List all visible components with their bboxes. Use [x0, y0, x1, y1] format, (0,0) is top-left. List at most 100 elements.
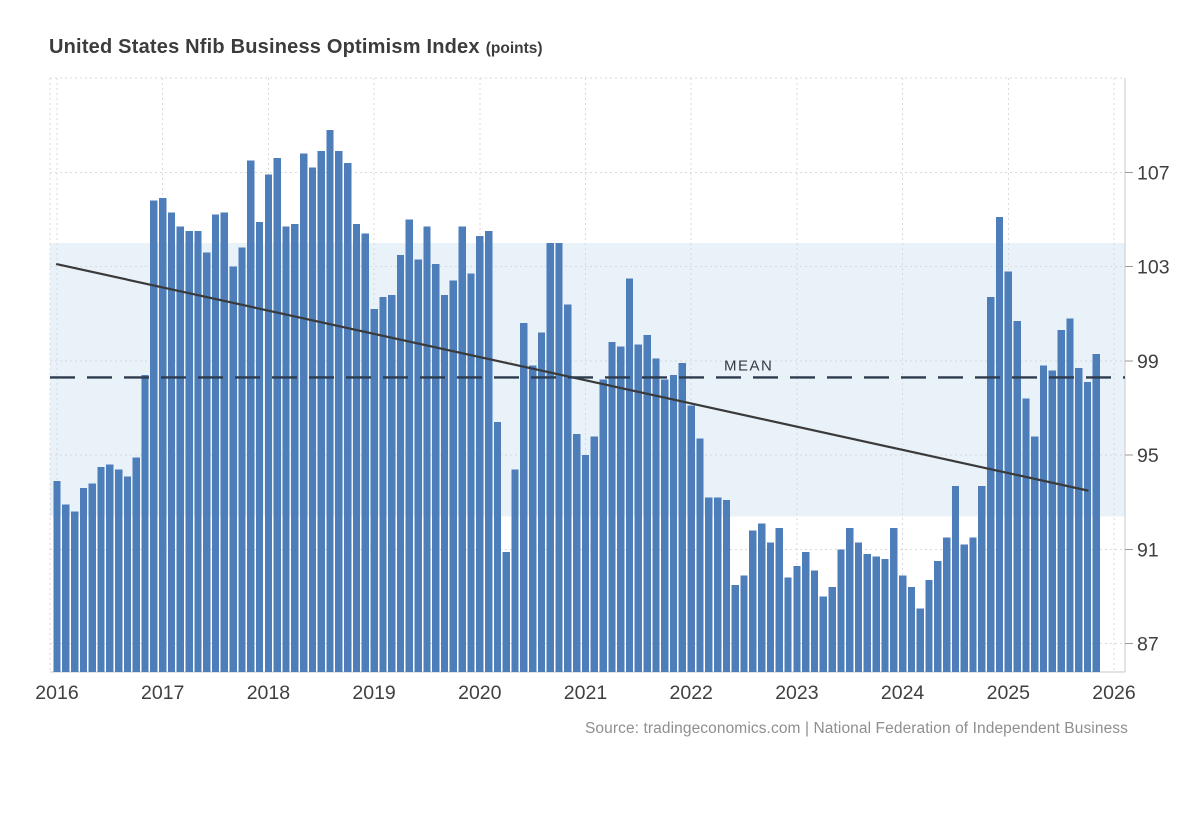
bar-month-19[interactable]	[220, 212, 229, 673]
bar-month-85[interactable]	[802, 551, 810, 672]
bar-month-29[interactable]	[308, 167, 317, 672]
bar-month-31[interactable]	[326, 129, 334, 673]
bar-month-40[interactable]	[405, 219, 413, 672]
bar-month-108[interactable]	[1004, 271, 1012, 672]
bar-month-22[interactable]	[247, 160, 255, 673]
bar-month-27[interactable]	[291, 224, 299, 672]
bar-month-28[interactable]	[299, 153, 308, 672]
bar-month-68[interactable]	[652, 358, 660, 673]
bar-month-55[interactable]	[537, 332, 546, 672]
bar-month-83[interactable]	[784, 577, 792, 672]
bar-month-51[interactable]	[502, 551, 510, 672]
bar-month-70[interactable]	[669, 375, 678, 672]
bar-month-95[interactable]	[890, 528, 898, 672]
bar-month-39[interactable]	[396, 254, 405, 673]
bar-month-44[interactable]	[440, 294, 449, 672]
bar-month-102[interactable]	[951, 485, 960, 672]
bar-month-82[interactable]	[775, 528, 783, 672]
bar-month-46[interactable]	[458, 226, 466, 673]
bar-month-106[interactable]	[987, 297, 995, 672]
bar-month-16[interactable]	[194, 231, 202, 672]
bar-month-114[interactable]	[1057, 330, 1065, 672]
bar-month-89[interactable]	[837, 549, 845, 672]
bar-month-88[interactable]	[828, 587, 836, 672]
bar-month-13[interactable]	[167, 212, 176, 673]
bar-month-49[interactable]	[484, 231, 493, 672]
bar-month-56[interactable]	[546, 243, 554, 672]
bar-month-5[interactable]	[97, 466, 105, 672]
bar-month-78[interactable]	[740, 575, 748, 672]
bar-month-80[interactable]	[758, 523, 766, 673]
bar-month-113[interactable]	[1048, 370, 1056, 672]
bar-month-35[interactable]	[361, 233, 369, 672]
bar-month-20[interactable]	[229, 266, 237, 672]
bar-month-94[interactable]	[881, 558, 889, 672]
bar-month-109[interactable]	[1013, 320, 1021, 672]
bar-month-81[interactable]	[766, 542, 775, 672]
bar-month-111[interactable]	[1031, 436, 1039, 672]
bar-month-57[interactable]	[555, 243, 563, 672]
bar-month-6[interactable]	[106, 464, 114, 672]
bar-month-98[interactable]	[916, 608, 924, 672]
bar-month-64[interactable]	[617, 346, 625, 672]
bar-month-15[interactable]	[185, 231, 193, 672]
bar-month-2[interactable]	[70, 511, 79, 672]
bar-month-52[interactable]	[511, 469, 519, 672]
bar-month-74[interactable]	[705, 497, 713, 672]
bar-month-58[interactable]	[564, 304, 572, 672]
bar-month-41[interactable]	[414, 259, 422, 673]
bar-month-93[interactable]	[872, 556, 880, 673]
bar-month-37[interactable]	[379, 297, 387, 672]
bar-month-91[interactable]	[854, 542, 863, 672]
bar-month-96[interactable]	[898, 575, 907, 672]
bar-month-21[interactable]	[238, 247, 246, 672]
bar-month-116[interactable]	[1075, 367, 1083, 672]
bar-month-30[interactable]	[317, 151, 325, 672]
bar-month-112[interactable]	[1039, 365, 1048, 672]
bar-month-79[interactable]	[749, 530, 757, 672]
bar-month-101[interactable]	[942, 537, 951, 672]
bar-month-50[interactable]	[493, 422, 502, 672]
bar-month-0[interactable]	[53, 481, 61, 672]
bar-month-10[interactable]	[141, 375, 149, 672]
bar-month-18[interactable]	[211, 214, 220, 672]
bar-month-60[interactable]	[581, 455, 590, 672]
bar-month-36[interactable]	[370, 309, 378, 672]
bar-month-53[interactable]	[520, 323, 528, 672]
bar-month-34[interactable]	[352, 224, 361, 672]
bar-month-38[interactable]	[388, 294, 396, 672]
bar-month-100[interactable]	[934, 561, 942, 672]
bar-month-71[interactable]	[678, 363, 687, 672]
bar-month-84[interactable]	[793, 565, 801, 672]
bar-month-54[interactable]	[529, 365, 537, 672]
bar-month-77[interactable]	[731, 584, 739, 672]
bar-month-97[interactable]	[907, 587, 916, 672]
bar-month-23[interactable]	[255, 221, 264, 673]
bar-month-118[interactable]	[1092, 353, 1101, 672]
bar-month-87[interactable]	[819, 596, 827, 672]
bar-month-67[interactable]	[643, 334, 651, 672]
bar-month-43[interactable]	[432, 264, 440, 672]
bar-month-99[interactable]	[925, 580, 933, 672]
bar-month-25[interactable]	[273, 158, 281, 672]
bar-month-1[interactable]	[62, 504, 70, 672]
bar-month-9[interactable]	[132, 457, 140, 673]
bar-month-75[interactable]	[713, 497, 722, 672]
bar-month-11[interactable]	[150, 200, 158, 672]
bar-month-107[interactable]	[995, 217, 1004, 672]
bar-month-65[interactable]	[625, 278, 634, 672]
bar-month-48[interactable]	[476, 235, 484, 672]
bar-month-47[interactable]	[467, 273, 475, 672]
bar-month-69[interactable]	[661, 379, 669, 672]
bar-month-105[interactable]	[978, 485, 986, 672]
bar-month-42[interactable]	[423, 226, 431, 673]
bar-month-92[interactable]	[863, 554, 872, 672]
bar-month-14[interactable]	[176, 226, 184, 673]
bar-month-115[interactable]	[1066, 318, 1074, 672]
bar-month-110[interactable]	[1022, 398, 1030, 672]
bar-month-90[interactable]	[846, 528, 854, 672]
bar-month-4[interactable]	[88, 483, 96, 672]
bar-month-45[interactable]	[449, 280, 458, 672]
bar-month-61[interactable]	[590, 436, 598, 672]
